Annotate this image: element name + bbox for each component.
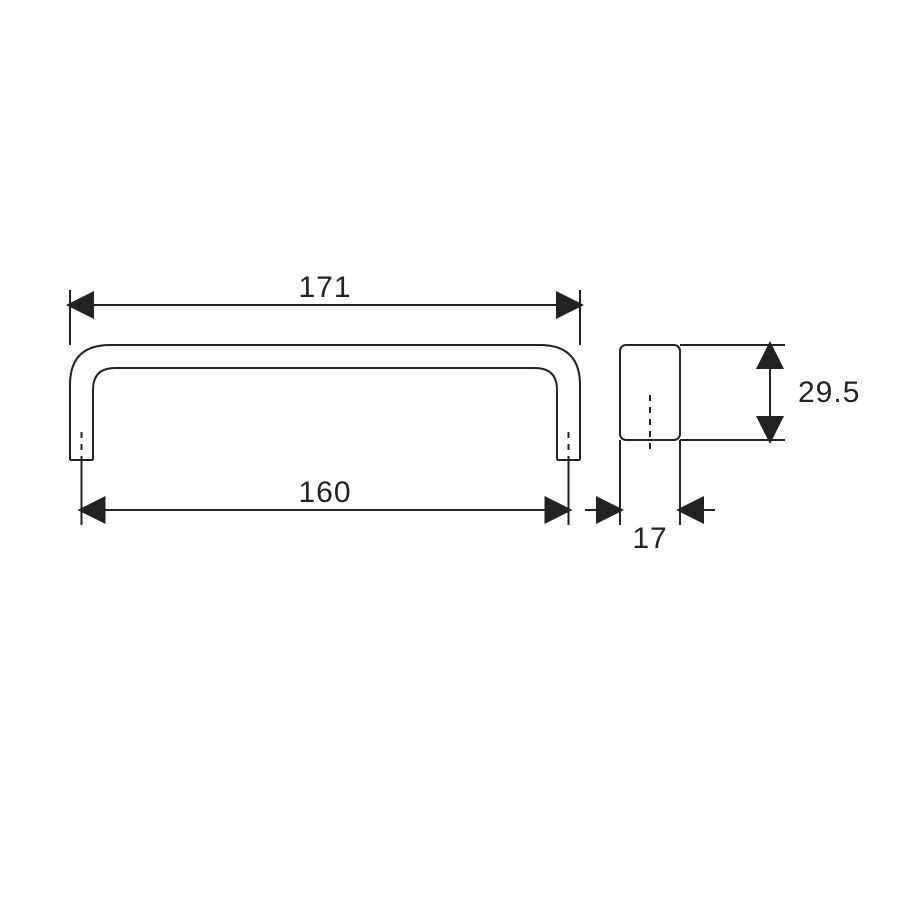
dim-height xyxy=(680,345,785,440)
dimension-drawing: 171 160 17 29.5 xyxy=(0,0,900,900)
dim-height-label: 29.5 xyxy=(798,376,860,409)
side-view xyxy=(620,345,680,455)
dim-overall-width-label: 171 xyxy=(298,271,351,304)
dim-end-width xyxy=(585,440,715,525)
front-view xyxy=(70,345,580,460)
dim-end-width-label: 17 xyxy=(632,522,667,555)
dim-center-width-label: 160 xyxy=(298,476,351,509)
